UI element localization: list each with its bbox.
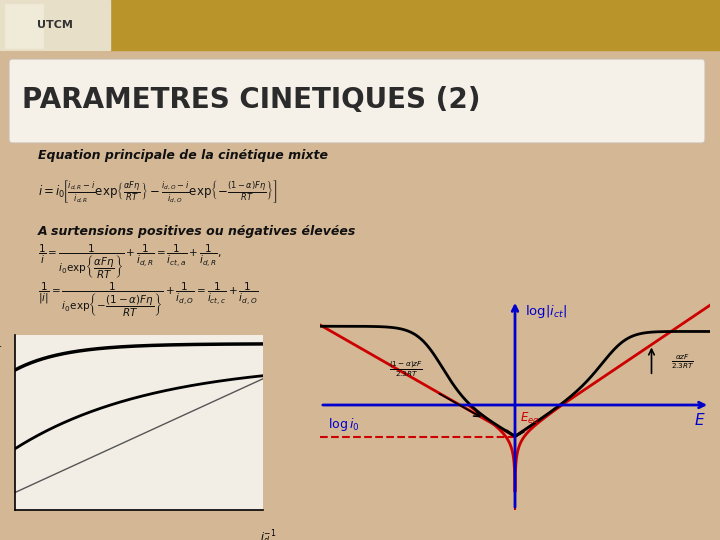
Text: $\log|i_{ct}|$: $\log|i_{ct}|$ (525, 302, 567, 320)
Text: $\dfrac{1}{|i|} = \dfrac{1}{i_0 \exp\!\left\{-\dfrac{(1-\alpha)F\eta}{RT}\right\: $\dfrac{1}{|i|} = \dfrac{1}{i_0 \exp\!\l… (38, 281, 258, 319)
Text: $i^{-1}$: $i^{-1}$ (0, 339, 3, 355)
Text: $\frac{(1-\alpha)zF}{2.3RT}$: $\frac{(1-\alpha)zF}{2.3RT}$ (389, 360, 423, 379)
Text: $i = i_0 \!\left[\frac{i_{d,R}-i}{i_{d,R}}\exp\!\left\{\frac{\alpha F\eta}{RT}\r: $i = i_0 \!\left[\frac{i_{d,R}-i}{i_{d,R… (38, 179, 278, 205)
Bar (0, 0, 110, 50)
Text: $\dfrac{1}{i} = \dfrac{1}{i_0 \exp\!\left\{\dfrac{\alpha F\eta}{RT}\right\}} + \: $\dfrac{1}{i} = \dfrac{1}{i_0 \exp\!\lef… (38, 243, 222, 281)
Text: $\frac{\alpha zF}{2.3RT}$: $\frac{\alpha zF}{2.3RT}$ (671, 353, 694, 371)
Text: A surtensions positives ou négatives élevées: A surtensions positives ou négatives éle… (38, 226, 356, 239)
Bar (5, 4, 43, 48)
Text: UTCM: UTCM (37, 20, 73, 30)
Bar (0, 0, 720, 50)
FancyBboxPatch shape (9, 59, 705, 143)
Text: $E_{eq}$: $E_{eq}$ (520, 410, 539, 427)
Text: $\log i_0$: $\log i_0$ (328, 416, 359, 433)
Text: $i_d^{-1}$: $i_d^{-1}$ (260, 528, 276, 540)
Text: PARAMETRES CINETIQUES (2): PARAMETRES CINETIQUES (2) (22, 86, 480, 114)
Text: $E$: $E$ (695, 411, 706, 428)
Text: Equation principale de la cinétique mixte: Equation principale de la cinétique mixt… (38, 148, 328, 161)
